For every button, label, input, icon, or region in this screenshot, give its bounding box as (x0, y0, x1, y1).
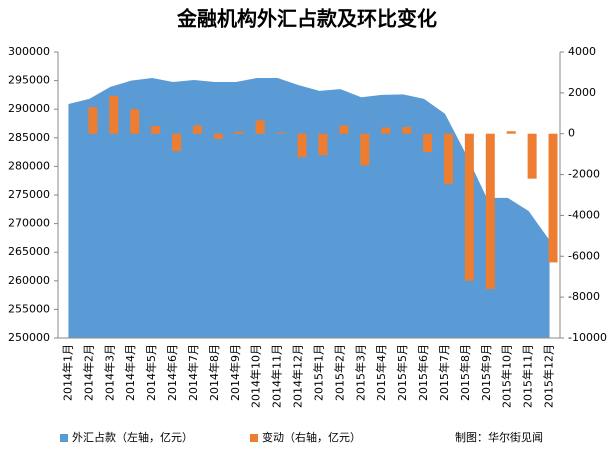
y-tick-label: 260000 (8, 274, 50, 287)
bar (318, 133, 328, 156)
x-tick-label: 2014年3月 (102, 344, 116, 401)
x-tick-label: 2014年2月 (81, 344, 95, 401)
x-tick-label: 2015年1月 (311, 344, 325, 401)
x-tick-label: 2015年2月 (332, 344, 346, 401)
y-tick-label: 290000 (8, 102, 50, 115)
bar (360, 133, 370, 166)
y-tick-label: 280000 (8, 159, 50, 172)
y-tick-label: 275000 (8, 188, 50, 201)
y-tick-label: 265000 (8, 245, 50, 258)
area (68, 78, 550, 338)
y-tick-label: 300000 (8, 45, 50, 58)
y2-tick-label: 0 (568, 127, 575, 140)
legend-swatch (60, 434, 68, 442)
bar (527, 133, 537, 179)
bar (443, 133, 453, 184)
x-tick-label: 2014年11月 (270, 344, 284, 408)
x-tick-label: 2015年8月 (458, 344, 472, 401)
y-tick-label: 255000 (8, 302, 50, 315)
bar (423, 133, 433, 153)
x-tick-label: 2014年9月 (228, 344, 242, 401)
y2-tick-label: -2000 (568, 168, 600, 181)
chart-title: 金融机构外汇占款及环比变化 (176, 7, 437, 31)
y-tick-label: 250000 (8, 331, 50, 344)
bar (339, 125, 349, 134)
y2-tick-label: 4000 (568, 45, 596, 58)
x-tick-label: 2015年4月 (374, 344, 388, 401)
x-tick-label: 2015年11月 (521, 344, 535, 408)
y2-tick-label: -10000 (568, 331, 607, 344)
x-tick-label: 2015年7月 (437, 344, 451, 401)
x-tick-label: 2014年12月 (291, 344, 305, 408)
x-tick-label: 2015年5月 (395, 344, 409, 401)
x-tick-label: 2015年10月 (500, 344, 514, 408)
bar (172, 133, 182, 152)
source-note: 制图：华尔街见闻 (455, 430, 543, 444)
x-tick-label: 2014年10月 (249, 344, 263, 408)
x-tick-label: 2014年8月 (207, 344, 221, 401)
y-tick-label: 285000 (8, 131, 50, 144)
bar (255, 120, 265, 134)
y2-tick-label: -4000 (568, 208, 600, 221)
x-tick-label: 2014年7月 (186, 344, 200, 401)
bar (192, 125, 202, 134)
bar (506, 131, 516, 134)
x-tick-label: 2015年3月 (353, 344, 367, 401)
bar (297, 133, 307, 158)
x-tick-label: 2014年4月 (123, 344, 137, 401)
x-tick-label: 2014年1月 (60, 344, 74, 401)
legend-swatch (250, 434, 258, 442)
bar (130, 109, 140, 134)
bar (276, 132, 286, 134)
y2-tick-label: -8000 (568, 290, 600, 303)
legend-label: 变动（右轴，亿元） (262, 430, 361, 444)
bar (485, 133, 495, 289)
bar (548, 133, 558, 263)
bar (151, 125, 161, 134)
bar (234, 131, 244, 134)
bar (381, 127, 391, 134)
x-tick-label: 2014年5月 (144, 344, 158, 401)
bar (464, 133, 474, 281)
y-tick-label: 295000 (8, 74, 50, 87)
legend-label: 外汇占款（左轴，亿元） (72, 430, 193, 444)
y2-tick-label: -6000 (568, 249, 600, 262)
x-tick-label: 2014年6月 (165, 344, 179, 401)
bar (109, 95, 119, 134)
x-tick-label: 2015年6月 (416, 344, 430, 401)
bar (213, 133, 223, 139)
bar (402, 126, 412, 134)
y2-tick-label: 2000 (568, 86, 596, 99)
x-tick-label: 2015年9月 (479, 344, 493, 401)
x-tick-label: 2015年12月 (542, 344, 556, 408)
y-tick-label: 270000 (8, 217, 50, 230)
bar (88, 107, 98, 134)
